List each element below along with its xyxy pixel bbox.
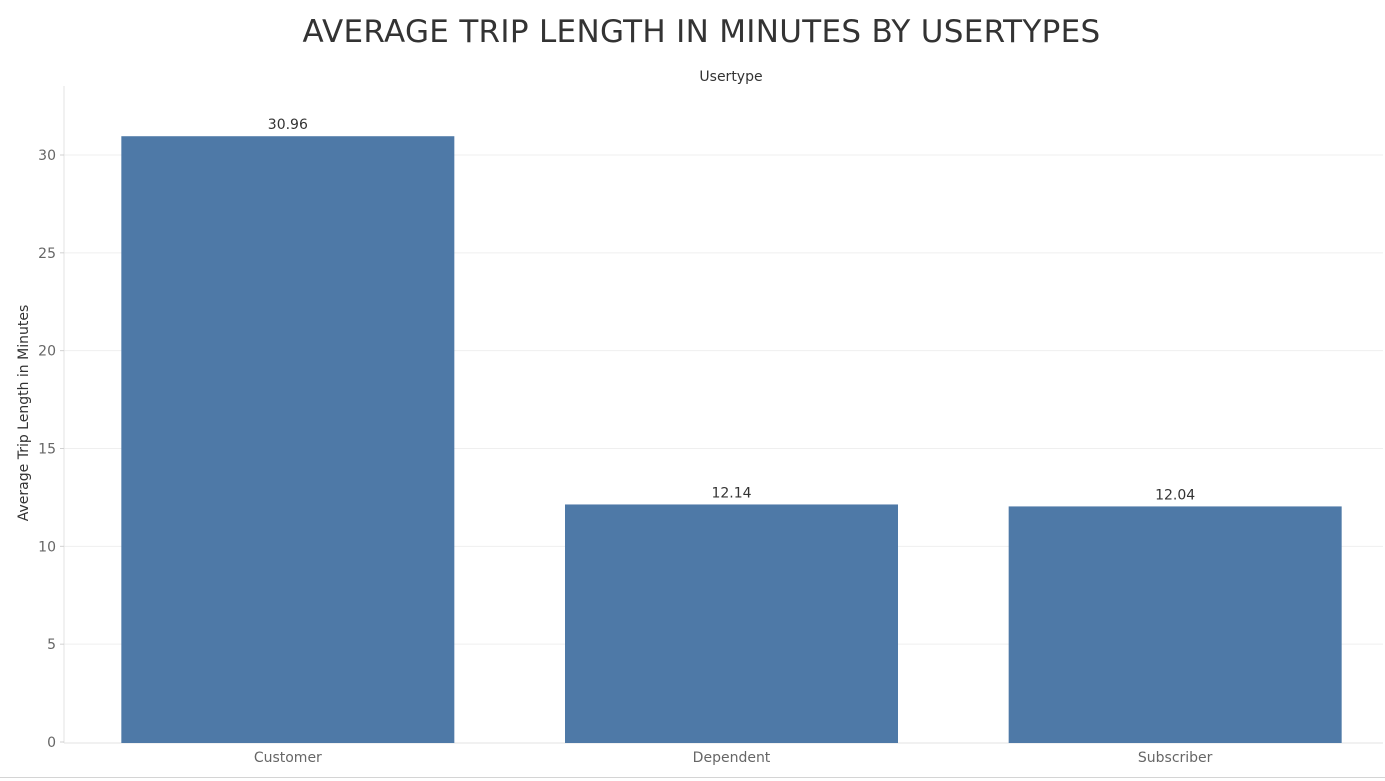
y-tick-label: 5 xyxy=(47,637,56,653)
x-tick-label: Customer xyxy=(254,750,322,766)
bar-subscriber[interactable] xyxy=(1008,506,1342,743)
y-tick-label: 20 xyxy=(38,344,56,360)
bars xyxy=(121,136,1342,743)
y-tick-label: 25 xyxy=(38,246,56,262)
y-tick-label: 10 xyxy=(38,539,56,555)
data-label: 30.96 xyxy=(268,117,308,133)
y-axis-title: Average Trip Length in Minutes xyxy=(16,305,32,521)
bar-customer[interactable] xyxy=(121,136,455,743)
y-tick-label: 30 xyxy=(38,148,56,164)
data-label: 12.14 xyxy=(711,485,751,501)
labels: 0 5 10 15 20 25 30 30.96 Customer 12.14 Dependent 1… xyxy=(38,117,1213,766)
bottom-divider xyxy=(0,777,1385,778)
y-tick-label: 15 xyxy=(38,442,56,458)
bar-dependent[interactable] xyxy=(565,504,898,743)
chart-title: AVERAGE TRIP LENGTH IN MINUTES BY USERTY… xyxy=(302,14,1101,50)
column-header-label: Usertype xyxy=(699,69,762,85)
x-tick-label: Subscriber xyxy=(1138,750,1213,766)
y-tick-label: 0 xyxy=(47,735,56,751)
x-tick-label: Dependent xyxy=(693,750,771,766)
data-label: 12.04 xyxy=(1155,487,1195,503)
